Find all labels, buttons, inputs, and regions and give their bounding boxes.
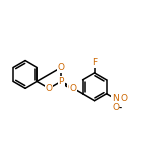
Text: O: O <box>69 84 76 93</box>
Text: O: O <box>120 94 127 103</box>
Text: P: P <box>59 77 64 86</box>
Text: O: O <box>112 103 119 112</box>
Text: N: N <box>112 94 119 103</box>
Text: O: O <box>46 84 53 93</box>
Text: O: O <box>67 83 74 92</box>
Text: O: O <box>58 63 65 72</box>
Text: F: F <box>92 58 97 67</box>
Text: -: - <box>119 104 122 113</box>
